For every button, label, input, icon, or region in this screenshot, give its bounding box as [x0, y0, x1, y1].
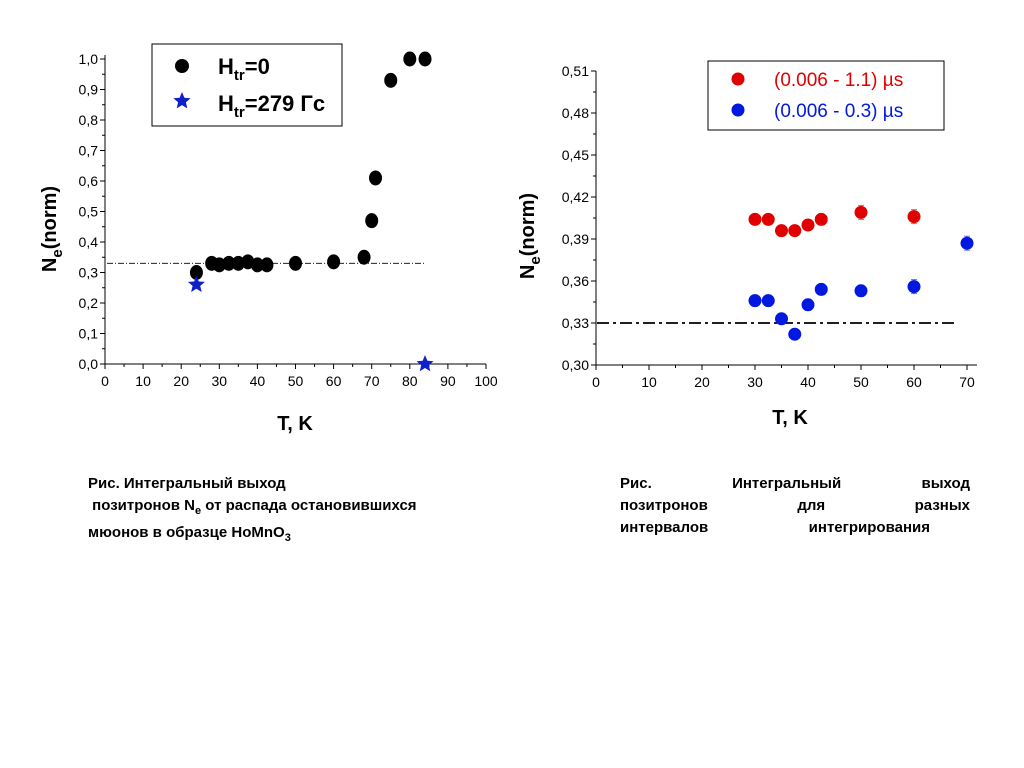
y-tick-label: 0,42	[562, 189, 589, 205]
legend-label-red: (0.006 - 1.1) µs	[774, 70, 903, 91]
right-figure-caption: Рис. Интегральный выход позитронов для разны…	[620, 473, 970, 539]
y-tick-label: 0,1	[79, 326, 99, 342]
data-point	[908, 210, 921, 223]
left-x-axis-title: T, K	[277, 413, 313, 435]
right-legend: (0.006 - 1.1) µs (0.006 - 0.3) µs	[708, 61, 944, 130]
data-point	[788, 328, 801, 341]
x-tick-label: 20	[694, 374, 710, 390]
y-tick-label: 0,51	[562, 63, 589, 79]
y-tick-label: 0,8	[79, 112, 99, 128]
x-tick-label: 50	[288, 373, 304, 389]
left-chart: 0,0 0,1 0,2 0,3 0,4 0,5 0,6 0,7 0,8 0,9 1,0 0 10 20 30…	[39, 44, 498, 435]
data-point	[815, 283, 828, 296]
y-tick-label: 0,6	[79, 173, 99, 189]
left-figure-caption: Рис. Интегральный выход позитронов Ne от…	[88, 473, 538, 549]
x-tick-label: 10	[135, 373, 151, 389]
y-tick-label: 0,2	[79, 295, 99, 311]
data-point	[815, 213, 828, 226]
left-legend: Htr=0 Htr=279 Гс	[152, 44, 342, 126]
caption-line: позитронов для разных	[620, 495, 970, 517]
data-point	[358, 250, 371, 265]
left-y-axis-title: Ne(norm)	[39, 186, 66, 272]
y-tick-label: 0,7	[79, 143, 99, 159]
data-point	[384, 73, 397, 88]
x-tick-label: 90	[440, 373, 456, 389]
x-tick-label: 80	[402, 373, 418, 389]
data-point	[762, 213, 775, 226]
data-point-star	[417, 355, 434, 371]
caption-line: мюонов в образце HoMnO3	[88, 522, 538, 549]
x-tick-label: 60	[326, 373, 342, 389]
data-point	[327, 254, 340, 269]
x-tick-label: 0	[592, 374, 600, 390]
x-tick-label: 70	[959, 374, 975, 390]
x-tick-label: 70	[364, 373, 380, 389]
y-tick-label: 0,36	[562, 273, 589, 289]
data-point	[855, 206, 868, 219]
data-point	[289, 256, 302, 271]
data-point	[369, 170, 382, 185]
legend-label-blue: (0.006 - 0.3) µs	[774, 101, 903, 122]
y-tick-label: 0,30	[562, 357, 589, 373]
data-point	[749, 213, 762, 226]
y-tick-label: 0,3	[79, 265, 99, 281]
y-tick-label: 0,48	[562, 105, 589, 121]
figure-canvas: 0,0 0,1 0,2 0,3 0,4 0,5 0,6 0,7 0,8 0,9 1,0 0 10 20 30…	[0, 0, 1024, 768]
x-tick-label: 20	[173, 373, 189, 389]
caption-line: Рис. Интегральный выход	[88, 473, 538, 495]
x-tick-label: 100	[474, 373, 498, 389]
data-point	[775, 312, 788, 325]
y-tick-label: 1,0	[79, 51, 99, 67]
x-tick-label: 30	[212, 373, 228, 389]
y-tick-label: 0,33	[562, 315, 589, 331]
x-tick-label: 40	[250, 373, 266, 389]
data-point	[419, 52, 432, 67]
data-point	[403, 52, 416, 67]
y-tick-label: 0,0	[79, 356, 99, 372]
data-point	[260, 257, 273, 272]
y-tick-label: 0,5	[79, 204, 99, 220]
data-point	[908, 280, 921, 293]
data-point	[961, 237, 974, 250]
data-point	[775, 224, 788, 237]
data-point	[365, 213, 378, 228]
x-tick-label: 10	[641, 374, 657, 390]
data-point-star	[188, 276, 205, 292]
x-tick-label: 40	[800, 374, 816, 390]
data-point	[855, 284, 868, 297]
legend-marker-circle	[175, 59, 189, 73]
x-tick-label: 60	[906, 374, 922, 390]
y-tick-label: 0,39	[562, 231, 589, 247]
right-y-axis-title: Ne(norm)	[517, 193, 544, 279]
data-point	[788, 224, 801, 237]
right-x-axis-title: T, K	[772, 407, 808, 429]
data-point	[749, 294, 762, 307]
data-point	[802, 298, 815, 311]
y-tick-label: 0,45	[562, 147, 589, 163]
caption-line: Рис. Интегральный выход	[620, 473, 970, 495]
legend-marker-red	[732, 73, 745, 86]
legend-marker-blue	[732, 104, 745, 117]
right-chart: 0,30 0,33 0,36 0,39 0,42 0,45 0,48 0,51 0 10 20 30 4…	[517, 61, 977, 429]
caption-line: интервалов интегрирования	[620, 517, 930, 539]
x-tick-label: 0	[101, 373, 109, 389]
y-tick-label: 0,9	[79, 82, 99, 98]
data-point	[762, 294, 775, 307]
data-point	[802, 219, 815, 232]
x-tick-label: 50	[853, 374, 869, 390]
y-tick-label: 0,4	[79, 234, 99, 250]
caption-line: позитронов Ne от распада остановившихся	[88, 495, 538, 522]
x-tick-label: 30	[747, 374, 763, 390]
